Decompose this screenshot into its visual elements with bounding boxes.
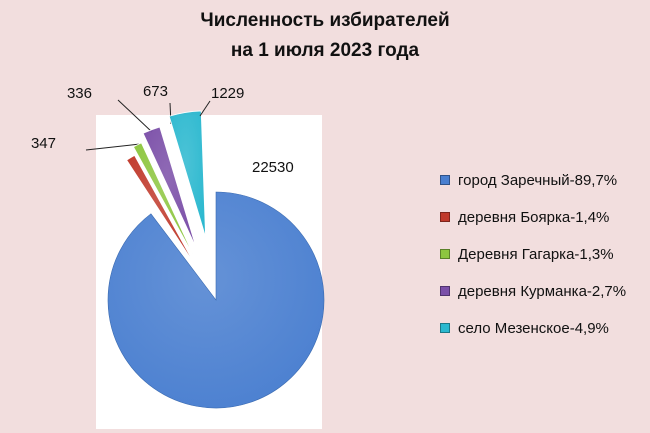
legend-swatch xyxy=(440,323,450,333)
legend-item-gagarka: Деревня Гагарка-1,3% xyxy=(440,244,650,264)
data-label-boyarka: 347 xyxy=(31,135,56,152)
legend-swatch xyxy=(440,212,450,222)
legend-label: деревня Боярка-1,4% xyxy=(458,208,610,226)
leader-line-gagarka xyxy=(117,99,153,133)
legend-swatch xyxy=(440,249,450,259)
legend-item-kurmanka: деревня Курманка-2,7% xyxy=(440,281,650,301)
chart-title: Численность избирателей на 1 июля 2023 г… xyxy=(0,6,650,66)
pie-slice-mezenskoe xyxy=(168,110,206,237)
legend-label: город Заречный-89,7% xyxy=(458,171,618,189)
leader-line-mezenskoe xyxy=(199,100,211,117)
pie-slice-gagarka xyxy=(132,142,195,258)
legend-label: Деревня Гагарка-1,3% xyxy=(458,245,614,263)
legend-item-boyarka: деревня Боярка-1,4% xyxy=(440,207,650,227)
legend-item-mezenskoe: село Мезенское-4,9% xyxy=(440,318,650,338)
legend-swatch xyxy=(440,286,450,296)
pie-slice-boyarka xyxy=(126,154,196,266)
legend-swatch xyxy=(440,175,450,185)
leader-line-boyarka xyxy=(85,143,141,151)
data-label-kurmanka: 673 xyxy=(143,83,168,100)
data-label-gagarka: 336 xyxy=(67,85,92,102)
pie-slice-kurmanka xyxy=(142,126,197,248)
legend-label: деревня Курманка-2,7% xyxy=(458,282,627,300)
data-label-mezenskoe: 1229 xyxy=(211,85,244,102)
pie-slice-zarechny xyxy=(107,191,325,409)
chart-title-line1: Численность избирателей xyxy=(200,10,450,31)
data-label-zarechny: 22530 xyxy=(252,159,294,176)
chart-title-line2: на 1 июля 2023 года xyxy=(230,40,420,61)
legend-label: село Мезенское-4,9% xyxy=(458,319,609,337)
legend-item-zarechny: город Заречный-89,7% xyxy=(440,170,650,190)
legend: город Заречный-89,7% деревня Боярка-1,4%… xyxy=(440,170,650,355)
